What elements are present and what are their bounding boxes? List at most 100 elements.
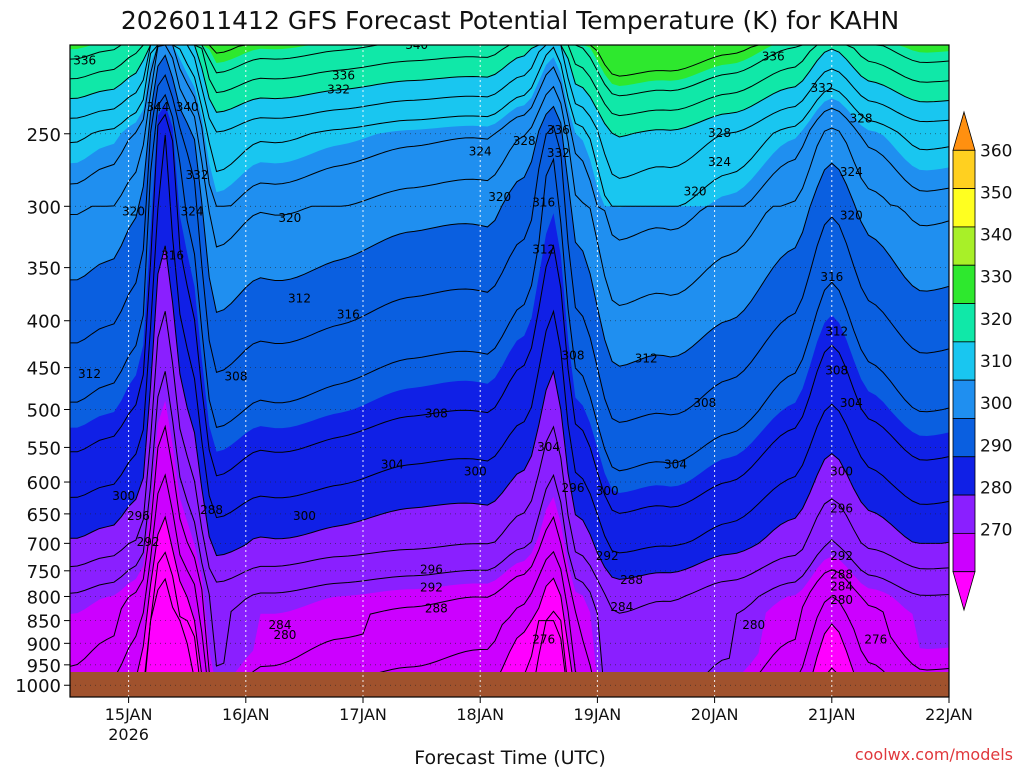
band-350 [70, 45, 949, 86]
y-tick-label: 650 [27, 505, 61, 526]
band-360 [70, 40, 949, 45]
contour-344 [70, 45, 949, 117]
colorbar: 360 350 340 330 320 310 300 290 280 270 [952, 110, 1012, 612]
contour-label: 336 [73, 53, 96, 67]
contour-label: 296 [830, 502, 853, 516]
colorbar-bottom-triangle [952, 571, 976, 612]
y-tick-label: 800 [27, 588, 61, 609]
colorbar-label: 270 [980, 521, 1012, 541]
contour-label: 332 [186, 168, 209, 182]
contour-label: 284 [830, 580, 853, 594]
colorbar-label: 350 [980, 183, 1012, 203]
contour-label: 280 [742, 618, 765, 632]
contour-label: 332 [327, 83, 350, 97]
colorbar-label: 290 [980, 436, 1012, 456]
contour-label: 312 [532, 243, 555, 257]
colorbar-segment [952, 418, 976, 458]
y-tick-label: 750 [27, 562, 61, 583]
band-340 [70, 45, 949, 137]
colorbar-label: 330 [980, 268, 1012, 288]
colorbar-segment [952, 532, 976, 573]
contour-328 [70, 45, 949, 241]
contour-label: 300 [830, 464, 853, 478]
contour-label: 284 [269, 618, 292, 632]
colorbar-segment [952, 303, 976, 343]
contour-332 [70, 45, 949, 207]
contour-label: 324 [469, 144, 492, 158]
contour-label: 296 [420, 562, 443, 576]
contour-304 [70, 134, 949, 554]
y-tick-label: 850 [27, 612, 61, 633]
contour-label: 304 [537, 440, 560, 454]
contour-label: 340 [405, 38, 428, 52]
colorbar-label: 340 [980, 226, 1012, 246]
contour-label: 292 [137, 535, 160, 549]
contour-label: 316 [161, 249, 184, 263]
colorbar-segment [952, 149, 976, 190]
contour-316 [70, 73, 949, 423]
contour-label: 304 [381, 458, 404, 472]
x-tick-label: 22JAN [925, 705, 973, 724]
colorbar-label: 320 [980, 310, 1012, 330]
y-tick-label: 350 [27, 259, 61, 280]
contour-label: 336 [332, 68, 355, 82]
contour-280 [70, 515, 949, 697]
contour-label: 324 [708, 155, 731, 169]
x-tick-label: 15JAN [105, 705, 153, 724]
x-tick-label: 17JAN [339, 705, 387, 724]
x-tick-label: 16JAN [222, 705, 270, 724]
contour-324 [70, 45, 949, 307]
colorbar-label: 280 [980, 478, 1012, 498]
contour-lines [70, 45, 949, 697]
y-tick-label: 550 [27, 438, 61, 459]
x-tick-label: 20JAN [691, 705, 739, 724]
contour-label: 320 [684, 185, 707, 199]
colorbar-segment [952, 341, 976, 381]
colorbar-label: 300 [980, 394, 1012, 414]
contour-label: 320 [840, 208, 863, 222]
contour-label: 288 [425, 602, 448, 616]
y-tick-label: 950 [27, 656, 61, 677]
contour-label: 312 [635, 351, 658, 365]
colorbar-segment [952, 379, 976, 419]
y-tick-label: 600 [27, 473, 61, 494]
x-tick-label: 21JAN [808, 705, 856, 724]
colorbar-top-triangle [952, 110, 976, 151]
contour-label: 296 [127, 509, 150, 523]
contour-label: 304 [840, 396, 863, 410]
contour-348 [70, 45, 949, 97]
colorbar-segment [952, 494, 976, 534]
contour-label: 324 [181, 205, 204, 219]
contour-label: 280 [830, 593, 853, 607]
contour-label: 332 [811, 81, 834, 95]
colorbar-segment [952, 264, 976, 304]
contour-label: 288 [200, 503, 223, 517]
temperature-bands [70, 40, 949, 697]
contour-label: 344 [146, 100, 169, 114]
contour-label: 312 [78, 367, 101, 381]
contour-label: 288 [830, 568, 853, 582]
contour-label: 276 [864, 632, 887, 646]
contour-352 [70, 45, 949, 77]
contour-284 [70, 473, 949, 697]
contour-label: 312 [825, 324, 848, 338]
contour-312 [70, 93, 949, 472]
contour-320 [70, 54, 949, 367]
contour-label: 320 [278, 211, 301, 225]
contour-label: 320 [488, 190, 511, 204]
contour-288 [70, 424, 949, 697]
credit-text: coolwx.com/models [855, 745, 1013, 764]
contour-label: 316 [820, 270, 843, 284]
colorbar-label: 360 [980, 141, 1012, 161]
contour-label: 332 [547, 146, 570, 160]
contour-label: 300 [112, 489, 135, 503]
contour-label: 308 [825, 364, 848, 378]
contour-label: 316 [532, 195, 555, 209]
contour-label: 284 [610, 600, 633, 614]
contour-336 [70, 45, 949, 179]
contour-label: 296 [562, 481, 585, 495]
y-tick-label: 900 [27, 634, 61, 655]
